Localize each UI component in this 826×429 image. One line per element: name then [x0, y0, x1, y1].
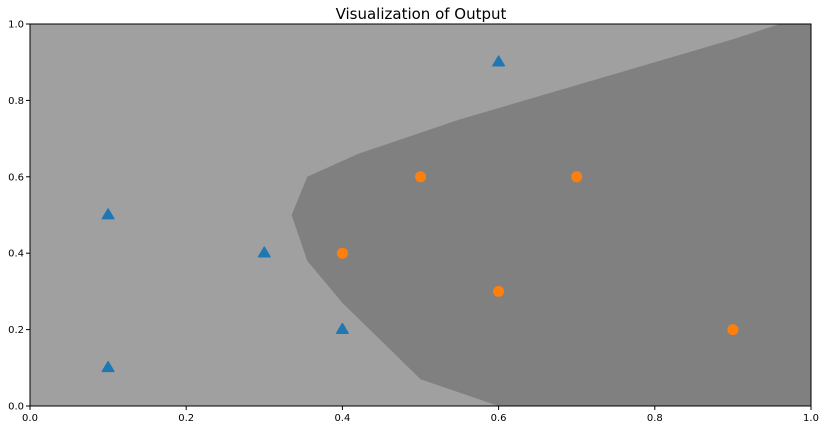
data-marks [101, 55, 739, 373]
y-tick-label: 0.6 [8, 172, 24, 183]
chart-title: Visualization of Output [336, 5, 507, 23]
triangle-point [492, 55, 506, 67]
triangle-point [335, 322, 349, 334]
x-tick-label: 0.0 [22, 413, 38, 424]
x-tick-label: 1.0 [803, 413, 819, 424]
y-tick-label: 0.0 [8, 402, 24, 413]
dark-region [291, 24, 811, 406]
x-tick-label: 0.8 [647, 413, 663, 424]
circle-point [571, 171, 583, 183]
axes-frame [29, 23, 812, 407]
y-tick-label: 1.0 [8, 20, 24, 31]
triangle-point [101, 361, 115, 373]
x-tick-label: 0.4 [334, 413, 350, 424]
circle-point [415, 171, 426, 183]
circle-point [493, 285, 505, 297]
triangle-point [101, 208, 115, 220]
y-tick-label: 0.2 [8, 325, 24, 336]
circle-point [727, 324, 739, 336]
plot-area [30, 24, 811, 406]
x-tick-label: 0.2 [178, 413, 194, 424]
circle-point [336, 247, 348, 259]
y-tick-label: 0.8 [8, 96, 24, 107]
x-tick-label: 0.6 [491, 413, 507, 424]
axes: 0.0 0.2 0.4 0.6 0.8 1.0 0.0 0.2 0.4 0.6 0.8 1.0 [8, 20, 819, 425]
triangle-point [257, 246, 271, 258]
y-tick-label: 0.4 [8, 249, 24, 260]
